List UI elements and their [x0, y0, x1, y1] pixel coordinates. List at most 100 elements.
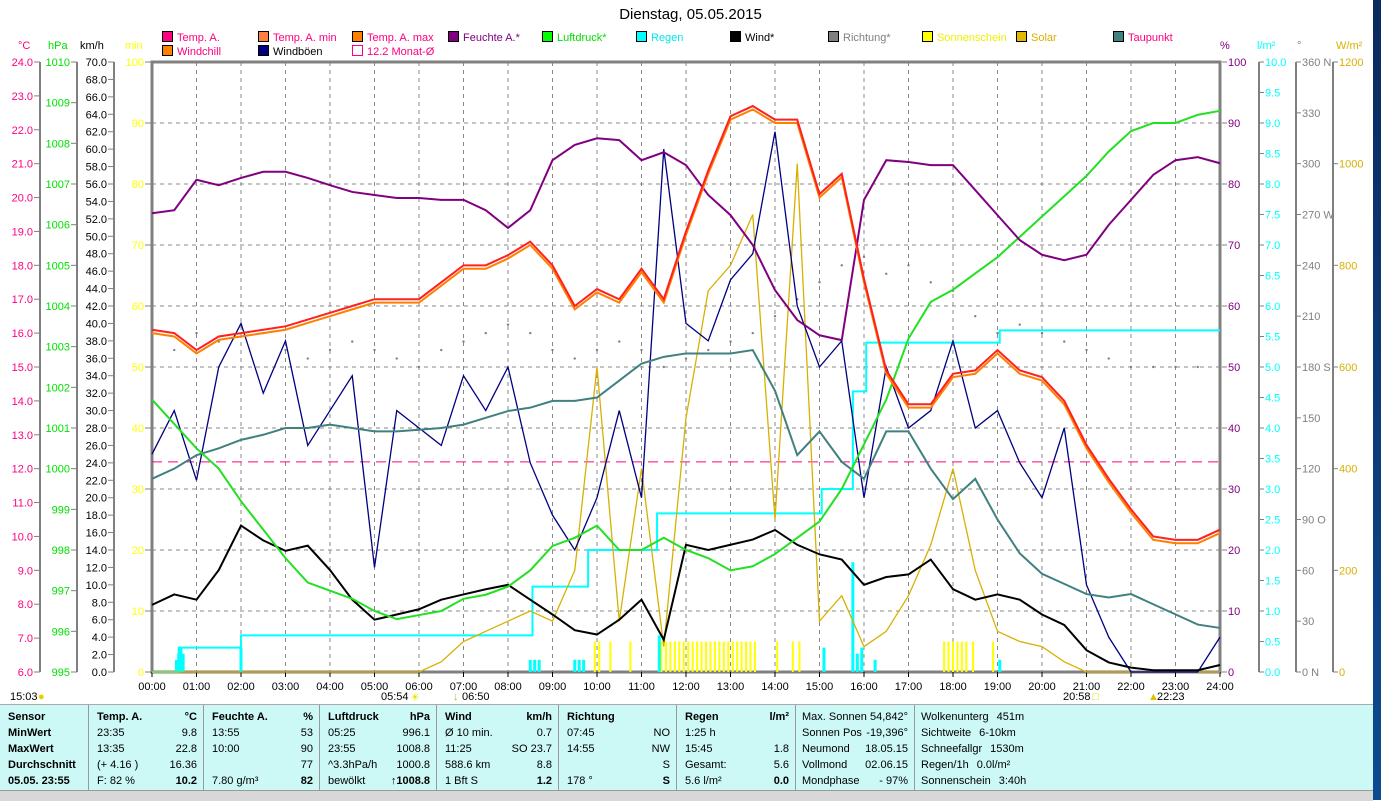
sunset-icon: □: [1092, 691, 1099, 703]
legend-item[interactable]: Feuchte A.*: [448, 31, 520, 44]
tick-label-min: 60: [132, 301, 144, 313]
legend-item[interactable]: Richtung*: [828, 31, 891, 44]
tick-label-wind: 22.0: [86, 475, 107, 487]
x-tick-label: 07:00: [450, 681, 478, 693]
cell-label: Neumond: [802, 743, 850, 755]
cell-label: 5.6 l/m²: [685, 775, 722, 787]
series-richtung-point: [173, 348, 176, 352]
sunshine-bar: [791, 641, 794, 672]
tick-label-wind: 70.0: [86, 57, 107, 69]
tick-label-dir: 330: [1302, 108, 1320, 120]
tick-label-wind: 8.0: [92, 597, 107, 609]
table-row: 588.6 km 8.8: [445, 757, 552, 773]
table-row: bewölkt ↑1008.8: [328, 773, 430, 789]
legend-swatch-icon: [1113, 31, 1124, 42]
legend-item[interactable]: Windböen: [258, 45, 323, 58]
sunshine-bar: [660, 641, 663, 672]
legend-item[interactable]: Luftdruck*: [542, 31, 607, 44]
legend-swatch-icon: [352, 31, 363, 42]
tick-label-wind: 50.0: [86, 231, 107, 243]
series-richtung-point: [328, 348, 332, 352]
tick-label-rain: 7.0: [1265, 240, 1280, 252]
sunshine-bar: [947, 641, 950, 672]
cell-value: 22.8: [175, 743, 197, 755]
legend-label: Taupunkt: [1128, 32, 1173, 44]
legend-item[interactable]: Temp. A. max: [352, 31, 434, 44]
x-tick-label: 02:00: [227, 681, 255, 693]
tick-label-rain: 4.5: [1265, 393, 1280, 405]
sunshine-bar: [952, 641, 954, 672]
legend-item[interactable]: Taupunkt: [1113, 31, 1173, 44]
tick-label-hum: 30: [1228, 484, 1240, 496]
table-row: F: 82 % 10.2: [97, 773, 197, 789]
legend-item[interactable]: Temp. A. min: [258, 31, 337, 44]
tick-label-wind: 36.0: [86, 353, 107, 365]
series-richtung-point: [1063, 340, 1066, 343]
series-richtung-point: [1040, 331, 1044, 335]
series-richtung-point: [1129, 365, 1133, 369]
cell-label: 11:25: [445, 743, 472, 755]
tick-label-wind: 14.0: [86, 545, 107, 557]
sunshine-bar: [965, 641, 968, 672]
rain-bar: [537, 659, 541, 672]
cell-label: 15:45: [685, 743, 713, 755]
rain-bar: [822, 647, 826, 672]
tick-label-min: 80: [132, 179, 144, 191]
tick-label-solar: 200: [1339, 565, 1357, 577]
series-richtung-point: [662, 365, 665, 369]
tick-label-temp: 8.0: [18, 599, 33, 611]
sunshine-bar: [740, 641, 743, 672]
cell-label: bewölkt: [328, 775, 366, 787]
cell-label: 14:55: [567, 743, 595, 755]
legend-item[interactable]: Sonnenschein: [922, 31, 1007, 44]
legend-item[interactable]: Windchill: [162, 45, 221, 58]
rain-bar: [851, 562, 855, 672]
rain-bar: [239, 647, 243, 672]
tick-label-dir: 180 S: [1302, 362, 1331, 374]
legend-item[interactable]: Temp. A.: [162, 31, 220, 44]
tick-label-hum: 100: [1228, 57, 1246, 69]
tick-label-wind: 38.0: [86, 336, 107, 348]
sunshine-bar: [687, 641, 690, 672]
cell-value: 53: [300, 727, 313, 739]
legend-label: Feuchte A.*: [463, 32, 520, 44]
rain-bar: [998, 659, 1002, 672]
tick-label-min: 20: [132, 545, 144, 557]
cell-label: Vollmond: [802, 759, 848, 771]
tick-label-rain: 7.5: [1265, 210, 1280, 222]
cell-label: 10:00: [212, 743, 240, 755]
table-row: Sonnen Pos -19,396°: [802, 725, 908, 741]
legend-swatch-icon: [730, 31, 741, 42]
series-richtung-point: [1085, 348, 1088, 352]
sunshine-bar: [598, 641, 601, 672]
col-dir: Richtung 07:45 NO 14:55 NW S 178 ° S: [559, 705, 677, 791]
series-windb-en: [151, 131, 1221, 673]
tick-label-press: 998: [52, 545, 70, 557]
legend-swatch-icon: [1016, 31, 1027, 42]
cell-label: 23:35: [97, 727, 125, 739]
tick-label-min: 100: [126, 57, 144, 69]
moonset-time: 15:03: [10, 691, 38, 703]
table-row: 05:25 996.1: [328, 725, 430, 741]
status-bar: [0, 790, 1373, 801]
legend-item[interactable]: Regen: [636, 31, 683, 44]
legend-item[interactable]: Wind*: [730, 31, 774, 44]
tick-label-temp: 9.0: [18, 565, 33, 577]
tick-label-hum: 10: [1228, 606, 1240, 618]
series-richtung-point: [773, 314, 777, 318]
x-tick-label: 03:00: [272, 681, 300, 693]
sunshine-bar: [682, 641, 685, 672]
tick-label-temp: 22.0: [12, 125, 33, 137]
tick-label-wind: 48.0: [86, 249, 107, 261]
table-row: Wolkenunterg 451m: [921, 709, 1049, 725]
sunshine-bar: [972, 641, 975, 672]
unit-hum: %: [303, 711, 313, 723]
tick-label-hum: 20: [1228, 545, 1240, 557]
legend-label: 12.2 Monat-Ø: [367, 46, 435, 58]
legend-item[interactable]: Solar: [1016, 31, 1057, 44]
tick-label-wind: 2.0: [92, 650, 107, 662]
legend-item[interactable]: 12.2 Monat-Ø: [352, 45, 434, 58]
sunshine-bar: [718, 641, 721, 672]
x-tick-label: 00:00: [138, 681, 166, 693]
unit-press: hPa: [409, 711, 430, 723]
